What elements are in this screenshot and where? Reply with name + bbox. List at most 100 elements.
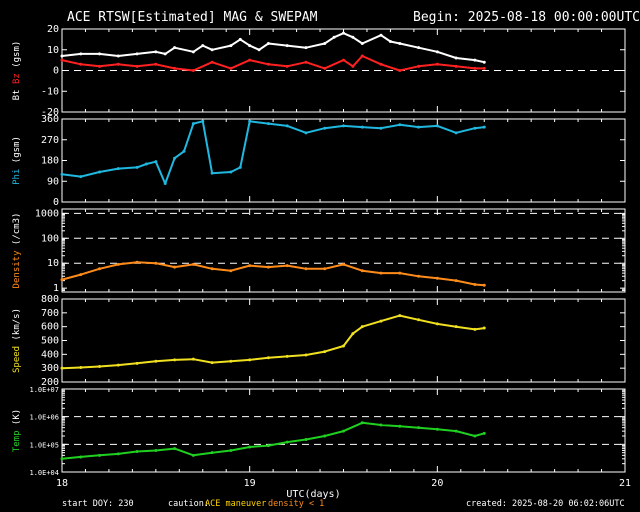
data-point-bz: [173, 66, 177, 70]
y-axis-label: Density (/cm3): [12, 213, 22, 289]
data-point-phi: [210, 171, 214, 175]
data-point-temp: [360, 421, 364, 425]
data-point-phi: [248, 119, 252, 123]
data-point-speed: [248, 358, 252, 362]
caution-density: density < 1: [268, 499, 325, 509]
start-doy: start DOY: 230: [62, 499, 134, 509]
x-axis-label: UTC(days): [286, 489, 340, 500]
y-tick-label: 10: [47, 258, 59, 269]
x-tick-label: 19: [244, 478, 256, 489]
panel-mag: -20 -10 0 10 20 Bt Bz (gsm): [12, 24, 626, 118]
data-point-bt: [379, 33, 383, 37]
data-point-temp: [379, 423, 383, 427]
data-point-speed: [342, 344, 345, 348]
data-point-bt: [323, 42, 327, 46]
y-axis-label: Bt Bz (gsm): [12, 41, 22, 101]
data-point-bt: [332, 35, 336, 39]
data-point-temp: [173, 447, 177, 451]
data-point-bt: [342, 31, 345, 35]
data-point-bz: [398, 69, 402, 72]
data-point-bz: [248, 58, 252, 62]
data-point-density: [285, 264, 289, 268]
data-point-bt: [210, 48, 214, 52]
data-point-bt: [435, 50, 439, 54]
y-axis-label-part: (km/s): [12, 308, 22, 346]
data-point-density: [191, 262, 195, 266]
data-point-density: [135, 260, 139, 264]
data-point-phi: [285, 124, 289, 128]
data-point-density: [210, 267, 214, 271]
data-point-temp: [482, 431, 486, 435]
data-point-phi: [229, 170, 233, 174]
data-point-bz: [135, 64, 139, 68]
data-point-density: [435, 276, 439, 280]
data-point-density: [482, 283, 486, 287]
data-point-bz: [60, 58, 64, 62]
panel-speed: 200 300 400 500 600 700 800 Speed (km/s): [12, 294, 626, 388]
data-point-speed: [351, 332, 355, 336]
data-point-phi: [473, 126, 477, 130]
y-tick-label: 500: [41, 336, 59, 347]
panel-frame: [61, 208, 626, 293]
panel-temp: 1.0E+04 1.0E+05 1.0E+06 1.0E+07 Temp (K): [12, 386, 626, 477]
series-line-phi: [61, 120, 485, 185]
y-axis-label-part: Bz: [12, 73, 22, 89]
x-tick-label: 18: [56, 478, 68, 489]
data-point-temp: [229, 448, 233, 452]
data-point-temp: [435, 427, 439, 431]
y-tick-label: 200: [41, 377, 59, 388]
data-point-phi: [154, 160, 158, 164]
data-point-phi: [173, 156, 177, 160]
data-point-density: [417, 274, 421, 278]
data-point-bz: [285, 64, 289, 68]
y-axis-label-part: (gsm): [12, 136, 22, 169]
data-point-bt: [360, 42, 364, 46]
data-point-bz: [323, 66, 327, 70]
y-tick-label: 1.0E+06: [29, 414, 59, 422]
data-point-bt: [173, 46, 177, 50]
data-point-phi: [116, 167, 120, 171]
data-point-speed: [482, 326, 486, 330]
data-point-bz: [482, 66, 486, 70]
data-point-phi: [435, 124, 439, 128]
data-point-phi: [342, 124, 345, 128]
data-point-density: [379, 271, 383, 275]
data-point-phi: [398, 123, 402, 127]
data-point-bt: [154, 50, 158, 54]
y-tick-label: 1: [53, 283, 59, 294]
data-point-density: [154, 261, 158, 265]
data-point-bt: [285, 44, 289, 48]
data-point-bz: [473, 66, 477, 70]
y-tick-label: 1.0E+07: [29, 386, 59, 394]
data-point-bt: [60, 54, 64, 58]
data-point-phi: [304, 131, 308, 135]
data-point-bt: [388, 39, 392, 43]
data-point-phi: [163, 182, 167, 186]
y-tick-label: 20: [47, 24, 59, 35]
y-tick-label: 0: [53, 197, 59, 208]
data-point-phi: [266, 122, 270, 126]
data-point-density: [60, 278, 64, 282]
data-point-temp: [266, 444, 270, 448]
data-point-density: [266, 265, 270, 269]
y-axis-label-part: (gsm): [12, 41, 22, 74]
x-tick-label: 21: [619, 478, 631, 489]
data-point-speed: [154, 359, 158, 363]
y-axis-label: Speed (km/s): [12, 308, 22, 373]
data-point-speed: [323, 350, 327, 354]
data-point-bt: [351, 35, 355, 39]
data-point-speed: [116, 363, 120, 367]
panel-frame: [61, 118, 626, 203]
data-point-speed: [210, 361, 214, 365]
x-tick-label: 20: [431, 478, 443, 489]
data-point-phi: [323, 126, 327, 130]
y-axis-label-part: Temp: [12, 431, 22, 453]
y-tick-label: -10: [41, 86, 59, 97]
data-point-bt: [79, 52, 83, 56]
data-point-bz: [417, 64, 421, 68]
data-point-phi: [360, 125, 364, 129]
data-point-bz: [304, 60, 308, 64]
y-tick-label: 1.0E+04: [29, 469, 59, 477]
y-tick-label: 360: [41, 114, 59, 125]
